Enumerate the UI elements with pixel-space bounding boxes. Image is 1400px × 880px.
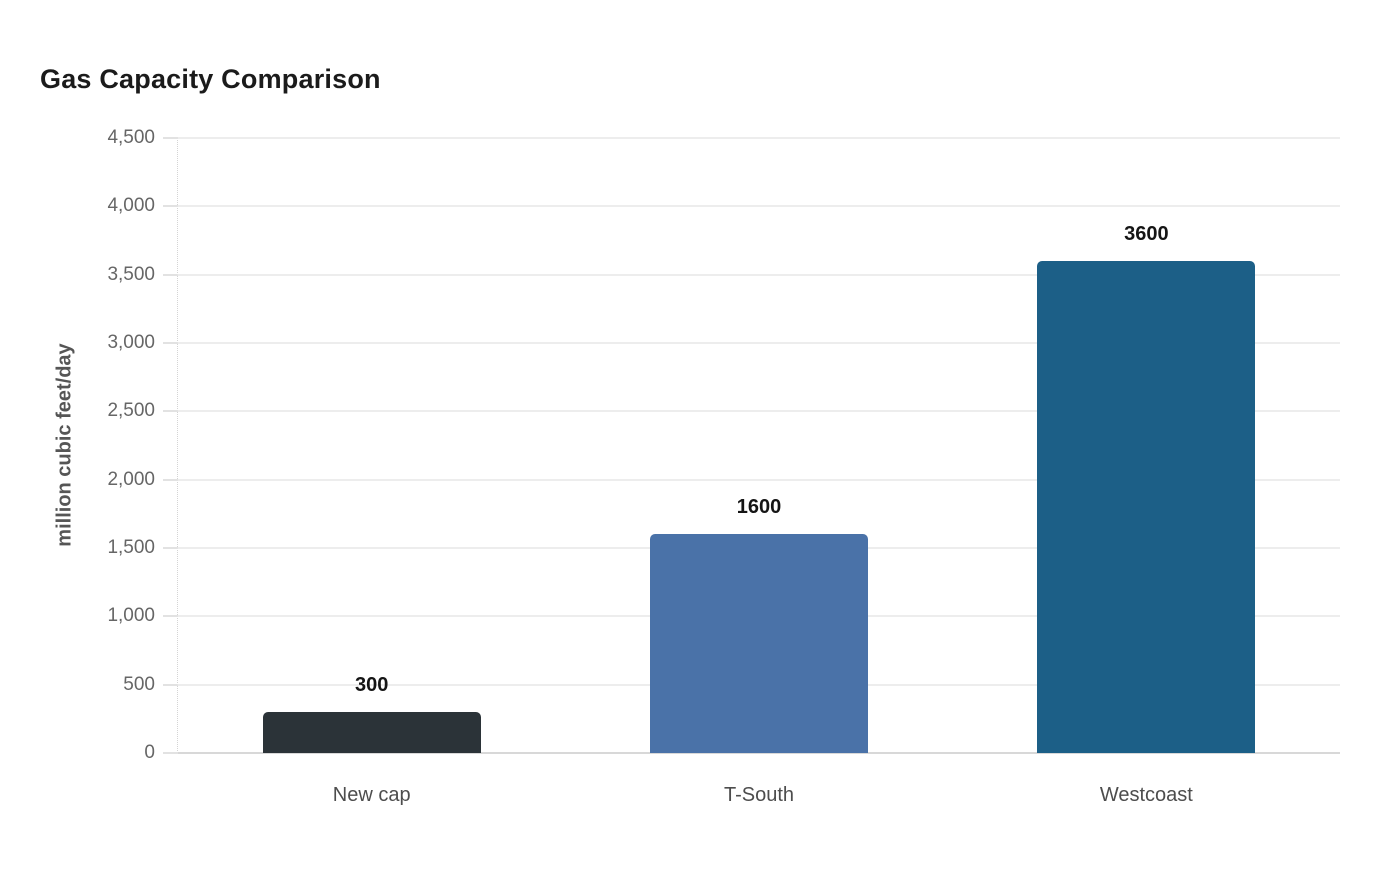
y-tick-mark: [163, 478, 178, 481]
plot-area: 0 500 1,000 1,500 2,000 2,500 3,000 3,500 4,000 4…: [107, 127, 1340, 806]
chart-title: Gas Capacity Comparison: [40, 64, 381, 94]
y-tick-label: 4,500: [107, 127, 155, 148]
x-category-label: T-South: [723, 784, 795, 806]
y-tick-label: 500: [123, 673, 155, 695]
x-category-label: Westcoast: [1099, 784, 1193, 806]
y-tick-mark: [163, 205, 178, 208]
y-tick-label: 0: [144, 742, 155, 763]
y-tick-label: 3,500: [107, 263, 155, 285]
bar-value-label: 3600: [1124, 223, 1169, 245]
y-tick-mark: [163, 547, 178, 549]
gridline: [178, 410, 1340, 413]
gridline: [178, 137, 1340, 139]
y-tick-mark: [163, 342, 178, 344]
y-axis-line: [177, 138, 178, 753]
bar-westcoast: [1037, 261, 1256, 753]
y-tick-label: 1,000: [107, 605, 155, 627]
bar-value-label: 1600: [736, 496, 782, 519]
y-tick-mark: [163, 752, 178, 754]
y-tick-mark: [163, 683, 178, 686]
bar-t-south: [650, 534, 868, 753]
y-tick-mark: [163, 410, 178, 413]
gridline: [178, 342, 1340, 344]
y-axis-title: million cubic feet/day: [53, 343, 76, 547]
x-category-label: New cap: [332, 784, 411, 806]
gridline: [178, 478, 1340, 481]
gridline: [178, 273, 1340, 276]
y-tick-mark: [163, 615, 178, 618]
y-tick-label: 3,000: [107, 332, 155, 353]
x-axis-baseline: [178, 752, 1340, 754]
y-tick-label: 1,500: [107, 537, 155, 558]
y-tick-label: 2,500: [107, 400, 155, 422]
bar-value-label: 300: [354, 674, 389, 696]
bar-new-cap: [262, 712, 481, 753]
y-tick-label: 2,000: [107, 468, 155, 490]
y-tick-mark: [163, 273, 178, 276]
y-tick-mark: [163, 137, 178, 139]
gridline: [178, 205, 1340, 208]
y-tick-label: 4,000: [107, 195, 155, 217]
